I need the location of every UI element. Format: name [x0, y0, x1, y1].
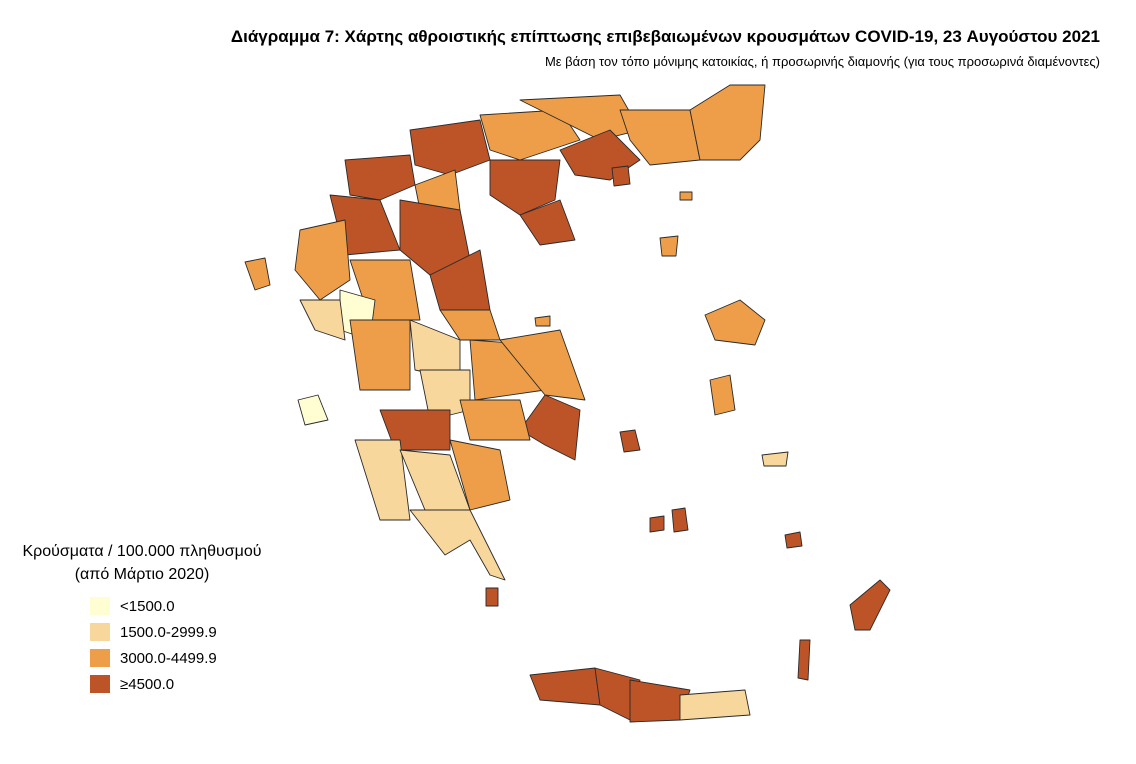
legend-label: <1500.0 [120, 598, 175, 615]
legend-label: 3000.0-4499.9 [120, 650, 217, 667]
legend-title: (από Μάρτιο 2020) [75, 566, 210, 583]
legend-swatch [90, 649, 110, 667]
legend: Κρούσματα / 100.000 πληθυσμού (από Μάρτι… [22, 543, 262, 693]
map-region [294, 219, 351, 301]
map-region [534, 315, 551, 327]
map-region [797, 639, 811, 681]
map-subtitle: Με βάση τον τόπο μόνιμης κατοικίας, ή πρ… [545, 54, 1100, 69]
map-region [619, 429, 641, 453]
legend-swatch [90, 597, 110, 615]
map-region [679, 191, 693, 201]
map-region [409, 119, 491, 176]
map-region [449, 439, 511, 511]
map-region [519, 94, 641, 141]
map-region [709, 374, 736, 416]
legend-swatch [90, 675, 110, 693]
map-title: Διάγραμμα 7: Χάρτης αθροιστικής επίπτωση… [231, 27, 1100, 46]
map-region [529, 667, 601, 706]
map-region [499, 329, 586, 401]
map-region [519, 394, 581, 461]
legend-swatch [90, 623, 110, 641]
map-region [485, 587, 499, 607]
map-region [611, 165, 631, 187]
map-region [244, 257, 271, 291]
map-region [761, 451, 789, 467]
map-region [649, 515, 665, 533]
map-region [297, 394, 329, 426]
map-region [671, 507, 689, 533]
map-region [344, 154, 416, 201]
map-region [489, 159, 561, 216]
map-region [349, 319, 411, 391]
map-region [704, 299, 766, 346]
map-region [409, 509, 506, 581]
map-region [619, 109, 701, 166]
map-region [354, 439, 411, 521]
map-region [849, 579, 891, 631]
legend-label: ≥4500.0 [120, 676, 174, 693]
map-region [459, 399, 531, 441]
legend-title: Κρούσματα / 100.000 πληθυσμού [22, 543, 261, 560]
map-region [659, 235, 679, 257]
greece-map [244, 84, 891, 723]
map-region [689, 84, 766, 161]
map-region [679, 689, 751, 721]
map-region [299, 299, 346, 341]
map-region [519, 199, 576, 246]
map-region [784, 531, 803, 549]
legend-label: 1500.0-2999.9 [120, 624, 217, 641]
